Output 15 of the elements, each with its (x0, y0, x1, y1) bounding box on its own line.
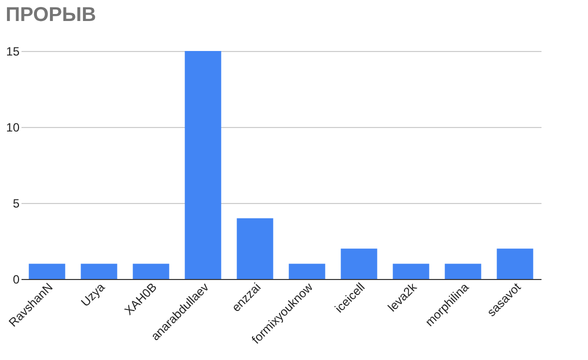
bar (184, 51, 222, 279)
y-tick-label: 15 (6, 44, 20, 58)
bar (496, 248, 534, 279)
y-tick-label: 0 (12, 272, 20, 286)
bar (236, 218, 274, 279)
bar (340, 248, 378, 279)
bar (28, 264, 66, 279)
bar (132, 264, 170, 279)
bar (444, 264, 482, 279)
y-tick-label: 5 (12, 196, 20, 210)
bar (80, 264, 118, 279)
chart-title: ПРОРЫВ (6, 4, 96, 26)
bar (288, 264, 326, 279)
bar (392, 264, 430, 279)
y-tick-label: 10 (6, 120, 20, 134)
